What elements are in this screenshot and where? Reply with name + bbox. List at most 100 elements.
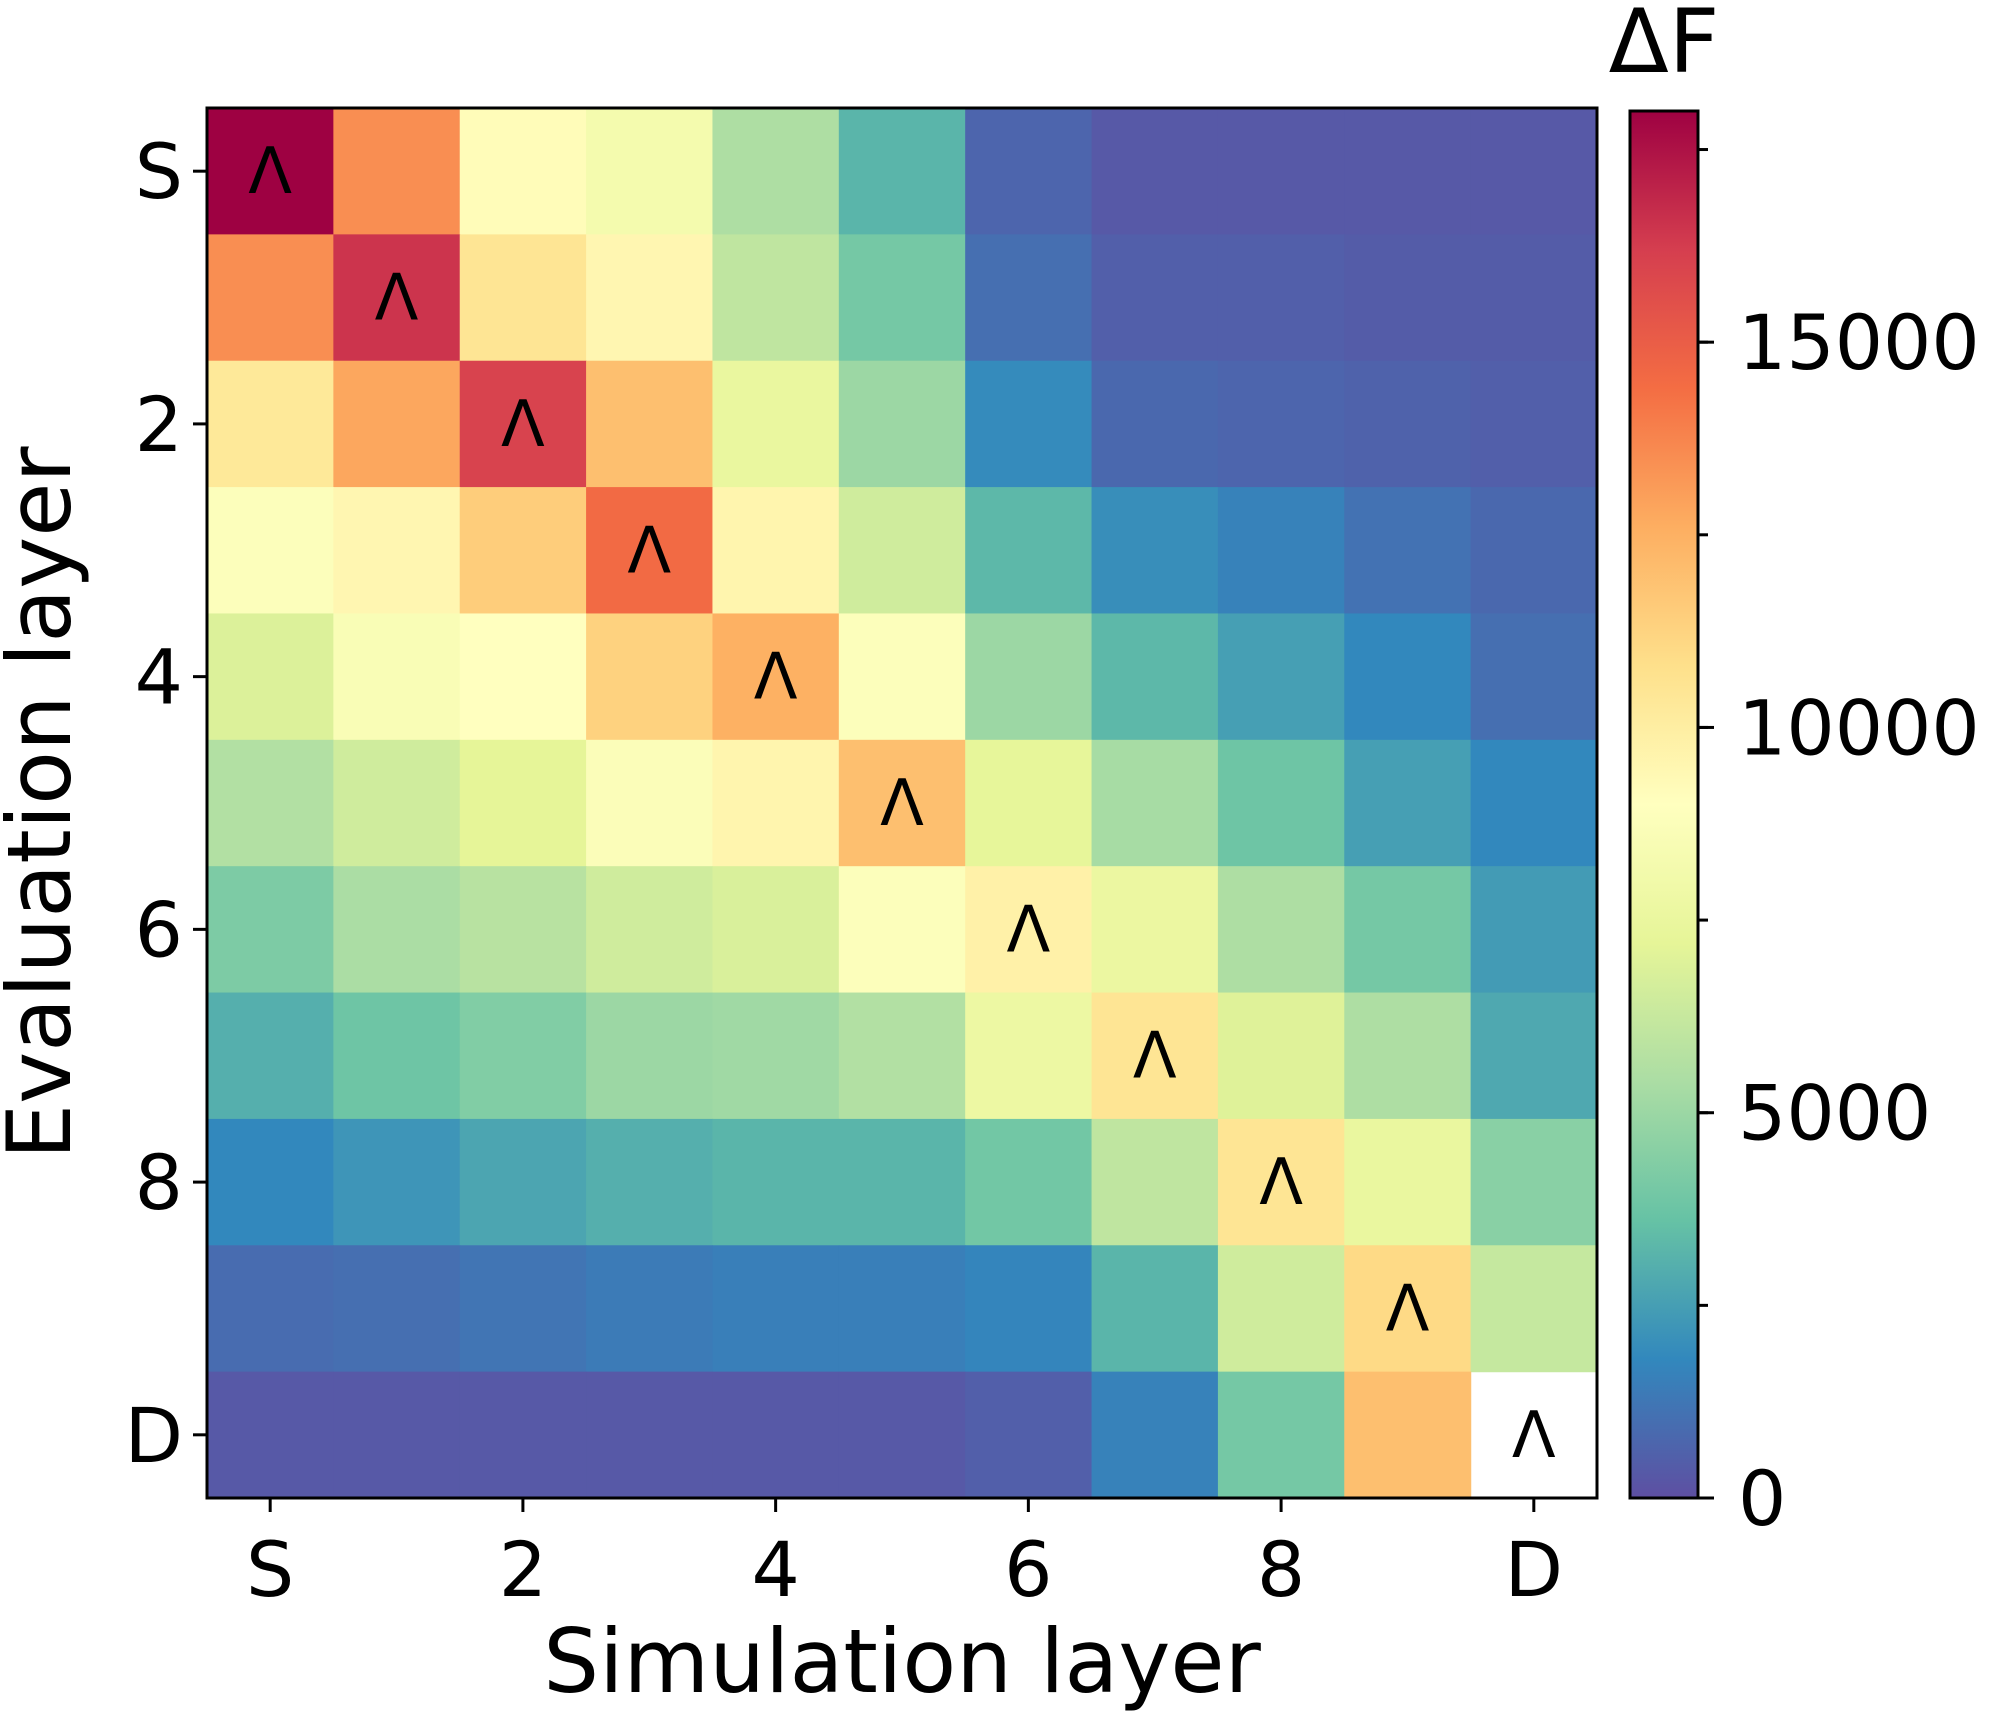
cell-marker: Λ	[501, 388, 545, 462]
colorbar-frame	[1628, 109, 1700, 1500]
heatmap-cell	[207, 866, 334, 994]
heatmap-cell	[1217, 1245, 1345, 1373]
heatmap-cell	[712, 866, 840, 994]
heatmap-cell	[1344, 739, 1472, 867]
heatmap-cell	[838, 992, 966, 1120]
heatmap-cell	[459, 487, 587, 615]
heatmap-cell	[1470, 866, 1598, 994]
heatmap-cell	[1091, 1371, 1219, 1499]
heatmap-cell	[1344, 1371, 1472, 1499]
heatmap-cell	[333, 1118, 461, 1246]
heatmap-cell	[333, 613, 461, 741]
heatmap-cell	[459, 1245, 587, 1373]
heatmap-cell	[712, 1371, 840, 1499]
x-tick-label: 2	[499, 1525, 547, 1614]
heatmap-cell	[1217, 487, 1345, 615]
heatmap-cell	[1217, 360, 1345, 488]
x-tick-label: 4	[751, 1525, 799, 1614]
colorbar-title: ΔF	[1609, 0, 1720, 93]
heatmap-cell	[586, 613, 714, 741]
heatmap-cell	[1091, 360, 1219, 488]
heatmap-cell	[1470, 739, 1598, 867]
heatmap-cell	[459, 234, 587, 362]
heatmap-cell	[1217, 866, 1345, 994]
heatmap-cell	[1344, 234, 1472, 362]
colorbar-ticks: 0 5000 10000 15000	[1698, 148, 1980, 1543]
heatmap-cell	[586, 992, 714, 1120]
heatmap-cell	[712, 739, 840, 867]
heatmap-cell	[333, 866, 461, 994]
cell-marker: Λ	[880, 767, 924, 841]
heatmap-cell	[207, 992, 334, 1120]
heatmap-cell	[586, 360, 714, 488]
x-tick-label: 8	[1257, 1525, 1305, 1614]
heatmap-cell	[712, 1245, 840, 1373]
heatmap-cell	[1470, 234, 1598, 362]
heatmap-cell	[1344, 992, 1472, 1120]
heatmap-cell	[1470, 360, 1598, 488]
heatmap-cell	[838, 108, 966, 235]
heatmap-cell	[1344, 487, 1472, 615]
heatmap-cell	[1470, 613, 1598, 741]
heatmap-cell	[207, 613, 334, 741]
plot-frame	[205, 106, 1599, 1500]
heatmap-cell	[207, 234, 334, 362]
heatmap-cell	[586, 866, 714, 994]
heatmap-cell	[1217, 108, 1345, 235]
heatmap-cell	[1344, 108, 1472, 235]
heatmap-cell	[712, 992, 840, 1120]
heatmap-cell	[1091, 613, 1219, 741]
cell-marker: Λ	[754, 641, 798, 715]
heatmap-cell	[1470, 1245, 1598, 1373]
heatmap-cell	[1470, 487, 1598, 615]
heatmap-cell	[333, 1371, 461, 1499]
heatmap-cell	[712, 234, 840, 362]
colorbar	[1630, 111, 1698, 1498]
heatmap-cell	[207, 108, 334, 235]
heatmap-cell	[965, 108, 1093, 235]
heatmap-cells	[207, 108, 1598, 1499]
heatmap-cell	[333, 360, 461, 488]
colorbar-tick-label: 15000	[1738, 298, 1980, 387]
heatmap-cell	[838, 1371, 966, 1499]
heatmap-cell	[459, 992, 587, 1120]
heatmap-cell	[712, 108, 840, 235]
heatmap-cell	[1470, 992, 1598, 1120]
x-tick-label: D	[1505, 1525, 1564, 1614]
heatmap-cell	[1344, 1245, 1472, 1373]
heatmap-cell	[838, 866, 966, 994]
heatmap-cell	[586, 1371, 714, 1499]
heatmap-cell	[965, 992, 1093, 1120]
heatmap-cell	[965, 1371, 1093, 1499]
heatmap-cell	[586, 108, 714, 235]
heatmap-cell	[586, 234, 714, 362]
diagonal-markers: Λ Λ Λ Λ Λ Λ Λ Λ Λ Λ Λ	[248, 135, 1556, 1473]
heatmap-cell	[1217, 613, 1345, 741]
x-tick-label: 6	[1004, 1525, 1052, 1614]
heatmap-cell	[333, 487, 461, 615]
heatmap-cell	[1091, 234, 1219, 362]
heatmap-cell	[1091, 487, 1219, 615]
heatmap-cell	[838, 1118, 966, 1246]
heatmap-cell	[1217, 992, 1345, 1120]
cell-marker: Λ	[1259, 1146, 1303, 1220]
y-axis-label: Evaluation layer	[0, 446, 91, 1160]
heatmap-cell	[1217, 234, 1345, 362]
heatmap-cell	[712, 360, 840, 488]
y-tick-label: D	[124, 1391, 183, 1480]
y-axis-ticks: S 2 4 6 8 D	[124, 127, 207, 1480]
heatmap-cell	[207, 1371, 334, 1499]
heatmap-cell	[333, 992, 461, 1120]
cell-marker: Λ	[1512, 1399, 1556, 1473]
heatmap-cell	[965, 360, 1093, 488]
heatmap-cell	[586, 1118, 714, 1246]
heatmap-cell	[1217, 739, 1345, 867]
heatmap-cell	[1091, 1118, 1219, 1246]
heatmap-cell	[1344, 613, 1472, 741]
heatmap-cell	[1470, 108, 1598, 235]
heatmap-cell	[838, 234, 966, 362]
heatmap-cell	[333, 108, 461, 235]
heatmap-cell	[838, 739, 966, 867]
heatmap-cell	[459, 108, 587, 235]
x-tick-label: S	[246, 1525, 294, 1614]
